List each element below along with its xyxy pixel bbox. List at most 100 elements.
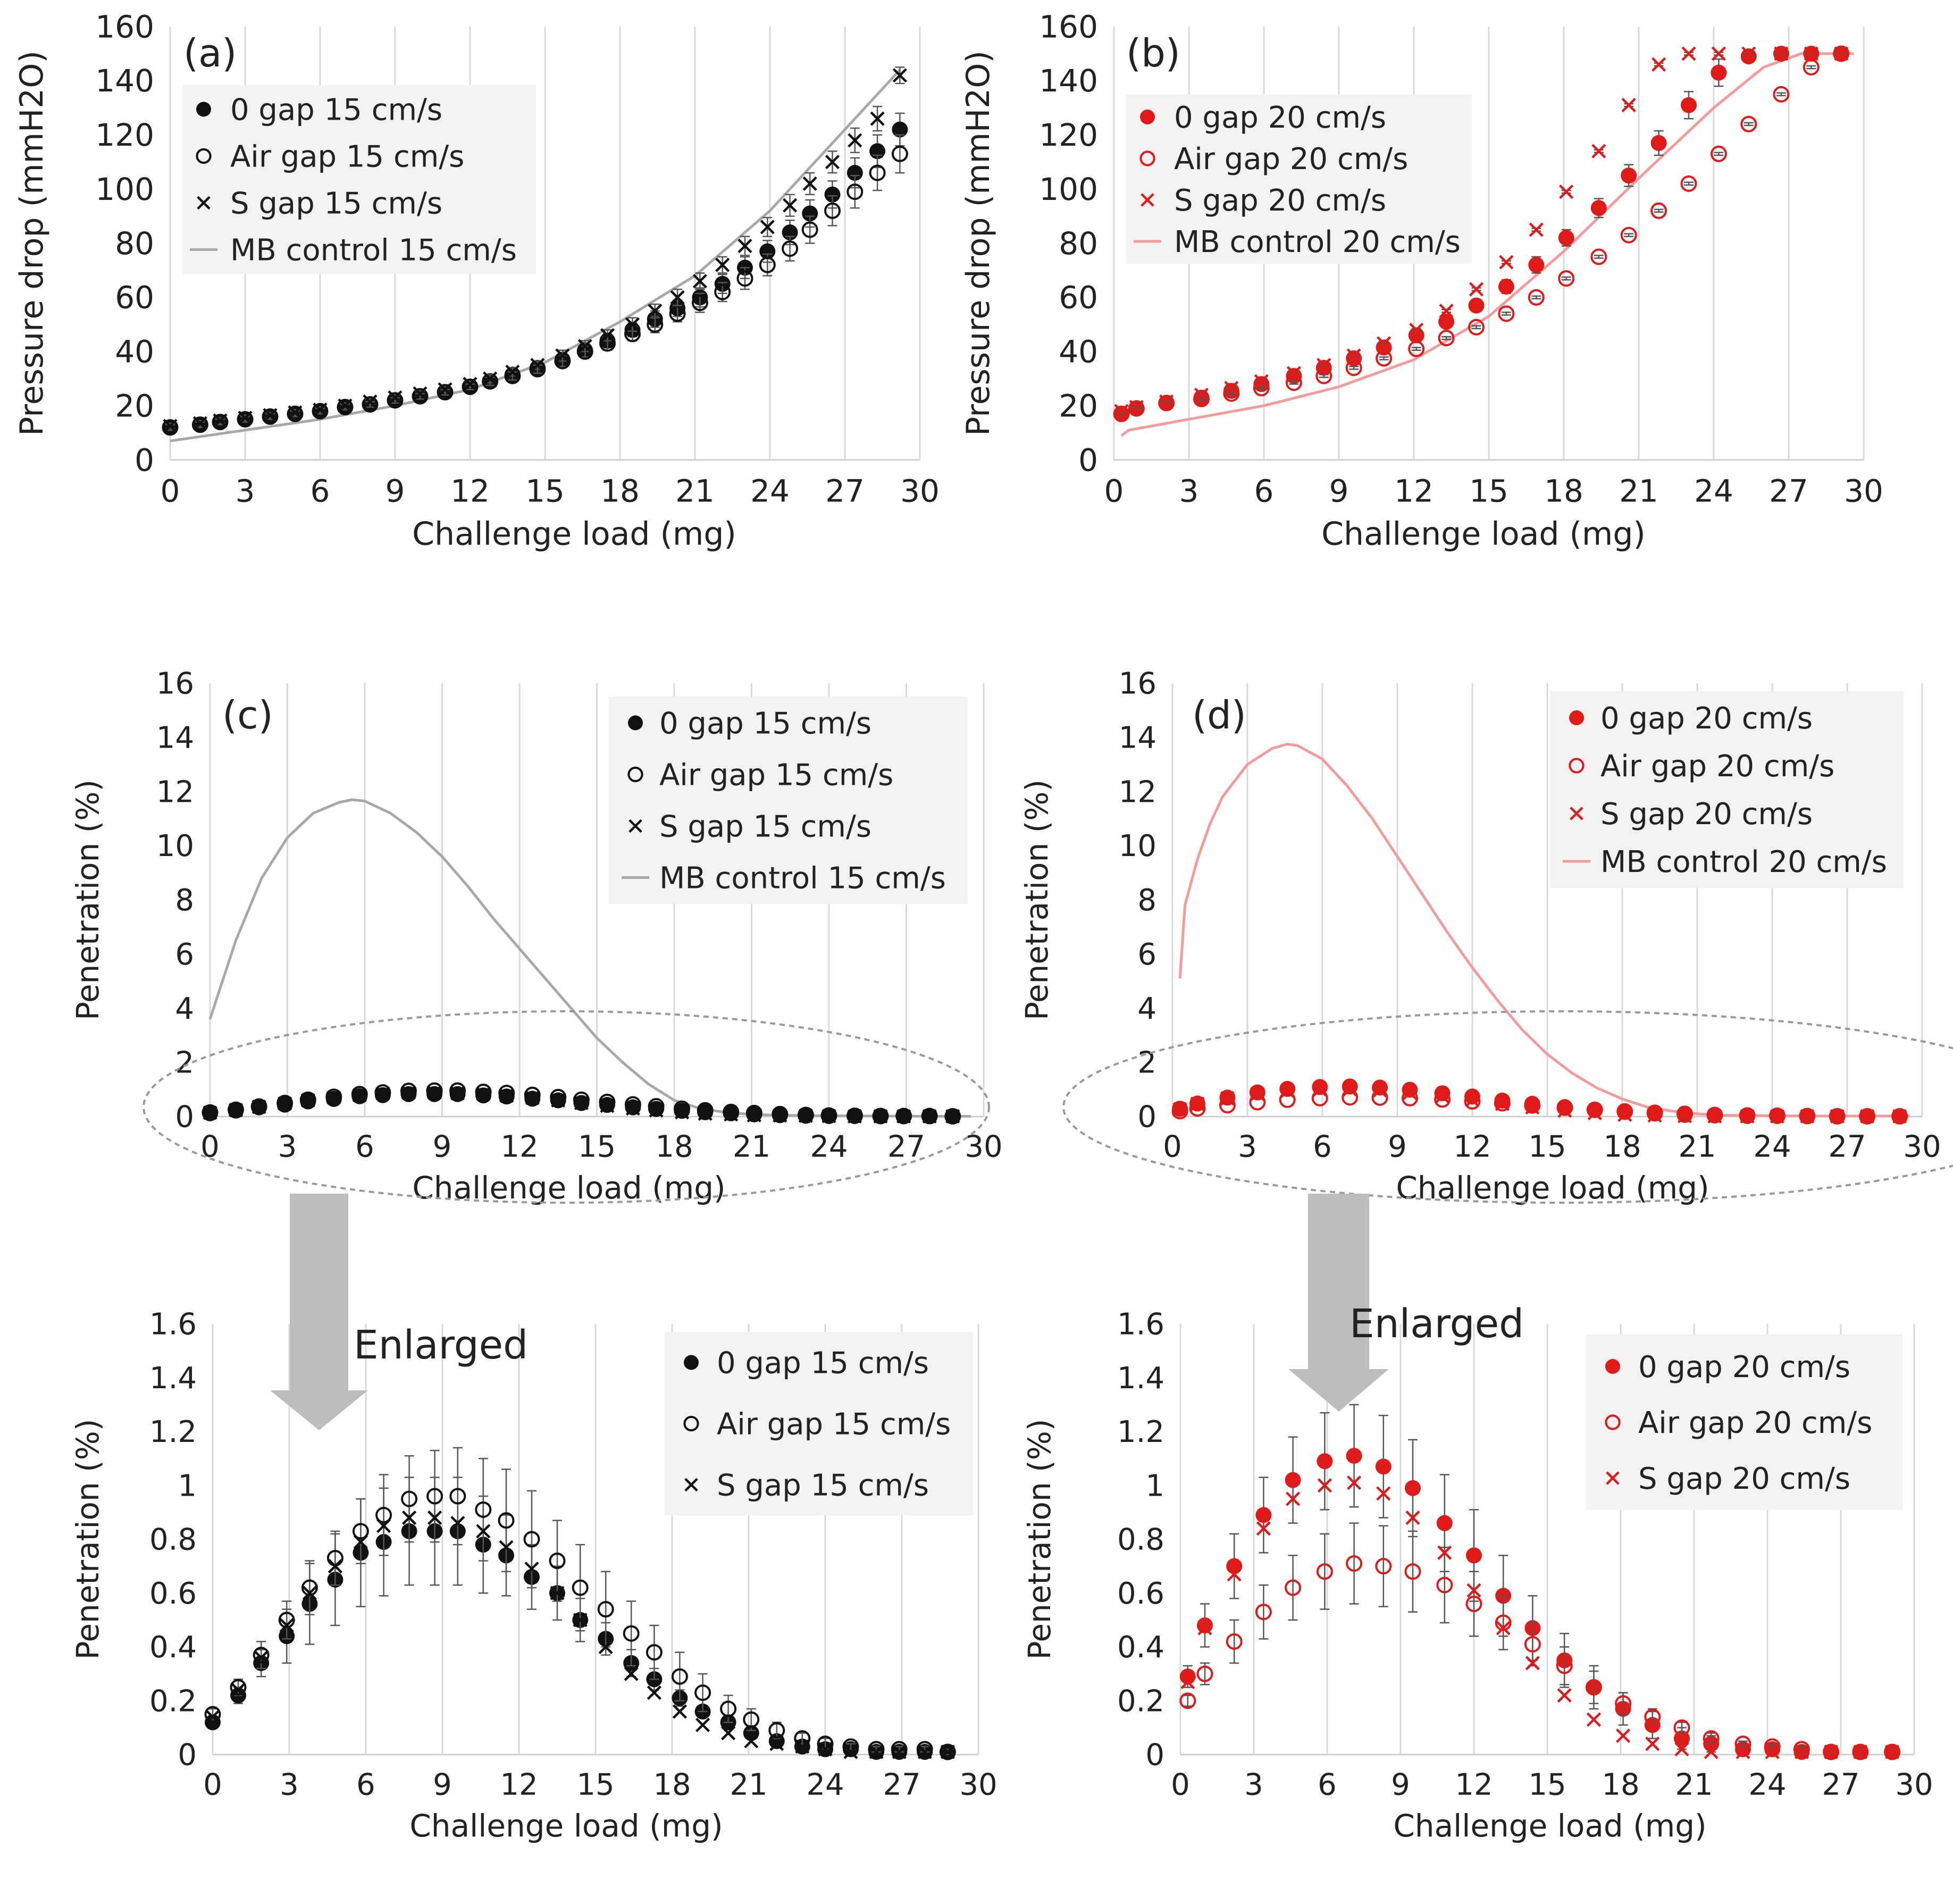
chart-d-xtick-label: 6 [1313, 1130, 1332, 1164]
chart-c-xtick-label: 9 [433, 1130, 452, 1164]
chart-b-ytick-label: 160 [1039, 9, 1098, 45]
chart-d-enlarged-xtick-label: 12 [1455, 1768, 1493, 1802]
chart-d-enlarged-ytick-label: 1.6 [1117, 1307, 1164, 1342]
chart-c-open-point [820, 1107, 837, 1124]
chart-a-x-point [577, 339, 592, 354]
chart-c-x-point [352, 1088, 367, 1103]
chart-b-x-point [1254, 374, 1269, 389]
chart-b-y-axis-title: Pressure drop (mmH2O) [960, 51, 997, 436]
chart-c-enlarged-xtick-label: 6 [356, 1768, 375, 1802]
chart-d-enlarged-legend-box [1586, 1335, 1902, 1510]
chart-b-xtick-label: 27 [1769, 473, 1808, 509]
chart-b-legend-label: MB control 20 cm/s [1174, 225, 1461, 259]
chart-b-open-point [1285, 374, 1302, 391]
chart-d-open-point [1616, 1103, 1633, 1120]
chart-c-x-point [375, 1086, 390, 1101]
chart-a-x-point [192, 416, 207, 431]
chart-c-enlarged-error-bar [723, 1695, 733, 1723]
chart-d-enlarged-error-bar [1498, 1595, 1508, 1650]
chart-b-xtick-label: 24 [1694, 473, 1733, 509]
chart-c-enlarged-x-point [279, 1618, 294, 1633]
chart-c-legend-marker [627, 766, 643, 783]
chart-a-x-point [288, 405, 303, 420]
chart-c-x-point [278, 1096, 292, 1111]
chart-b-xtick-label: 30 [1844, 473, 1883, 509]
chart-d-enlarged-error-bar [1259, 1584, 1269, 1640]
chart-a-x-point [388, 390, 403, 405]
chart-b-open-point [1620, 227, 1637, 244]
chart-c-enlarged-open-point [720, 1700, 737, 1717]
chart-d-legend-box [1550, 691, 1904, 888]
chart-d-y-axis-title: Penetration (%) [1019, 779, 1055, 1020]
chart-a-x-point [737, 239, 752, 254]
chart-a-x-point [625, 317, 640, 332]
chart-b-open-point [1590, 248, 1607, 265]
chart-b-filled-point [1558, 230, 1574, 246]
chart-a-open-point [262, 408, 279, 425]
chart-d-x-point [1677, 1109, 1692, 1123]
chart-b-error-bar [1441, 335, 1452, 340]
chart-c-enlarged-ytick-label: 1.4 [149, 1361, 197, 1396]
chart-c-enlarged-xtick-label: 9 [433, 1768, 452, 1802]
chart-d-open-point [1859, 1108, 1876, 1125]
chart-d-enlarged-ytick-label: 0 [1145, 1738, 1164, 1773]
chart-c-enlarged-error-bar [282, 1600, 292, 1640]
chart-c-enlarged-error-bar [452, 1447, 463, 1546]
chart-a-ytick-label: 80 [115, 225, 154, 262]
chart-d-enlarged-filled-point [1285, 1472, 1301, 1488]
chart-d-enlarged-x-point [1256, 1521, 1271, 1536]
chart-c-x-point [551, 1093, 566, 1108]
chart-b-ytick-label: 140 [1039, 63, 1098, 99]
chart-b-x-axis-title: Challenge load (mg) [1321, 516, 1646, 553]
chart-d-legend-label: Air gap 20 cm/s [1600, 749, 1834, 784]
chart-c-enlarged-ytick-label: 1.6 [149, 1307, 197, 1342]
chart-b-open-point [1438, 330, 1455, 347]
chart-a-legend-label: MB control 15 cm/s [230, 233, 517, 268]
chart-d-ytick-label: 14 [1119, 720, 1156, 755]
chart-c-enlarged-open-point [572, 1579, 589, 1596]
chart-b-legend-marker [1141, 193, 1154, 207]
chart-c-enlarged-ytick-label: 0.8 [149, 1523, 197, 1557]
chart-d-enlarged-open-point [1556, 1657, 1573, 1674]
chart-b-x-point [1741, 46, 1756, 61]
chart-d-ytick-label: 0 [1137, 1100, 1156, 1135]
chart-d-enlarged-open-point [1465, 1596, 1482, 1612]
chart-d-enlarged-open-point [1255, 1604, 1272, 1621]
chart-d-enlarged-xtick-label: 3 [1244, 1768, 1263, 1802]
chart-a-filled-point [802, 205, 818, 222]
chart-d-enlarged-open-point [1316, 1563, 1333, 1580]
chart-a-open-point [412, 388, 429, 405]
chart-a-x-point [463, 376, 477, 391]
chart-c-enlarged-open-point [939, 1743, 956, 1760]
chart-d-enlarged-x-point [1557, 1688, 1572, 1703]
chart-a-control-line [170, 69, 901, 442]
chart-c-enlarged-legend-marker [684, 1355, 699, 1370]
chart-d-enlarged-filled-point [1466, 1547, 1482, 1564]
chart-b-legend-box [1126, 95, 1472, 264]
chart-d-x-point [1830, 1109, 1845, 1124]
chart-b-open-point [1193, 390, 1210, 407]
chart-c-enlarged-xtick-label: 27 [883, 1768, 920, 1802]
chart-c-enlarged-x-point [795, 1739, 810, 1754]
chart-d-x-point [1190, 1096, 1205, 1111]
chart-a-open-point [237, 411, 254, 428]
chart-d-enlarged-x-point [1197, 1621, 1212, 1635]
chart-c-x-point [873, 1109, 888, 1124]
chart-c-x-point [203, 1105, 217, 1120]
chart-c-enlarged-ytick-label: 1.2 [149, 1415, 197, 1449]
chart-b-x-point [1439, 304, 1454, 318]
chart-d-enlarged-open-point [1793, 1741, 1810, 1758]
chart-c-open-point [921, 1108, 938, 1125]
chart-c-enlarged-legend-label: 0 gap 15 cm/s [717, 1346, 929, 1381]
chart-a-x-point [715, 257, 730, 272]
chart-d-enlarged-error-bar [1349, 1522, 1359, 1605]
chart-d-enlarged-open-point [1404, 1563, 1421, 1580]
chart-b-xtick-label: 18 [1544, 473, 1583, 509]
chart-d-enlarged-xtick-label: 15 [1528, 1768, 1566, 1802]
chart-c-x-point [427, 1085, 442, 1100]
chart-c-x-point [945, 1109, 960, 1124]
chart-d-enlarged-legend-label: S gap 20 cm/s [1638, 1462, 1850, 1496]
chart-c-enlarged-x-point [695, 1717, 710, 1732]
chart-c-enlarged-legend-label: S gap 15 cm/s [717, 1469, 929, 1503]
chart-d-enlarged-x-point [1227, 1567, 1242, 1582]
